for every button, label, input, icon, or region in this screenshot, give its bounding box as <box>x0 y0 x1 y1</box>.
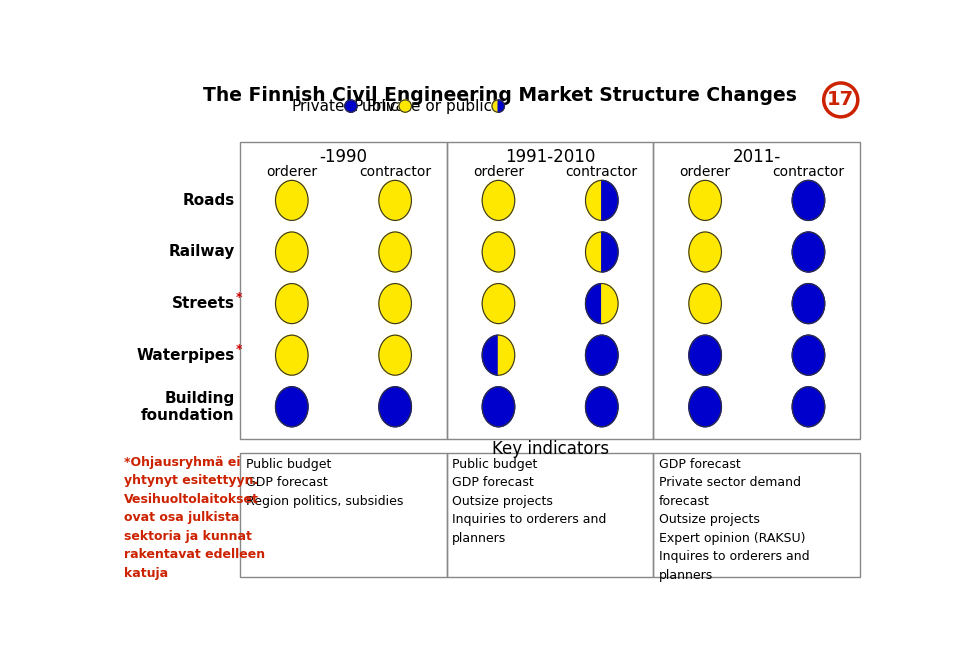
Polygon shape <box>586 180 602 221</box>
Ellipse shape <box>276 335 308 375</box>
Ellipse shape <box>345 100 357 112</box>
Ellipse shape <box>792 180 825 221</box>
Ellipse shape <box>689 283 721 324</box>
Ellipse shape <box>276 283 308 324</box>
Text: Public: Public <box>353 99 399 114</box>
Ellipse shape <box>689 232 721 272</box>
Text: *: * <box>236 291 243 304</box>
Bar <box>240 453 446 577</box>
Text: *: * <box>236 343 243 355</box>
Text: contractor: contractor <box>359 165 431 180</box>
Text: Railway: Railway <box>168 244 234 259</box>
Text: Public budget
GDP forecast
Outsize projects
Inquiries to orderers and
planners: Public budget GDP forecast Outsize proje… <box>452 458 607 545</box>
Ellipse shape <box>586 335 618 375</box>
Text: Key indicators: Key indicators <box>492 440 609 458</box>
Polygon shape <box>492 100 498 112</box>
Text: -1990: -1990 <box>320 148 368 167</box>
Ellipse shape <box>276 180 308 221</box>
Text: *Ohjausryhmä ei
yhtynyt esitettyyn.
Vesihuoltolaitokset
ovat osa julkista
sektor: *Ohjausryhmä ei yhtynyt esitettyyn. Vesi… <box>124 456 265 580</box>
Text: 1991-2010: 1991-2010 <box>505 148 595 167</box>
Ellipse shape <box>379 335 412 375</box>
Polygon shape <box>602 232 618 272</box>
Ellipse shape <box>689 387 721 427</box>
Text: Streets: Streets <box>172 296 234 311</box>
Text: orderer: orderer <box>680 165 731 180</box>
Ellipse shape <box>379 387 412 427</box>
Text: Building
foundation: Building foundation <box>141 390 234 423</box>
Ellipse shape <box>482 283 515 324</box>
Text: contractor: contractor <box>565 165 637 180</box>
Polygon shape <box>482 335 498 375</box>
Ellipse shape <box>399 100 412 112</box>
Ellipse shape <box>482 232 515 272</box>
Text: Private: Private <box>291 99 345 114</box>
Text: Public budget
GDP forecast
Region politics, subsidies: Public budget GDP forecast Region politi… <box>246 458 403 508</box>
Text: Roads: Roads <box>182 193 234 208</box>
Ellipse shape <box>689 180 721 221</box>
Text: GDP forecast
Private sector demand
forecast
Outsize projects
Expert opinion (RAK: GDP forecast Private sector demand forec… <box>659 458 809 582</box>
Ellipse shape <box>379 232 412 272</box>
Polygon shape <box>498 100 504 112</box>
Bar <box>446 453 654 577</box>
Bar <box>654 453 860 577</box>
Polygon shape <box>498 335 515 375</box>
Ellipse shape <box>482 387 515 427</box>
Text: The Finnish Civil Engineering Market Structure Changes: The Finnish Civil Engineering Market Str… <box>203 86 797 105</box>
Ellipse shape <box>586 387 618 427</box>
Ellipse shape <box>482 180 515 221</box>
Text: Waterpipes: Waterpipes <box>136 347 234 362</box>
Text: 17: 17 <box>828 90 854 110</box>
Bar <box>654 142 860 439</box>
Text: orderer: orderer <box>473 165 524 180</box>
Polygon shape <box>602 180 618 221</box>
Ellipse shape <box>689 335 721 375</box>
Polygon shape <box>586 283 602 324</box>
Ellipse shape <box>379 180 412 221</box>
Bar <box>240 142 446 439</box>
Ellipse shape <box>379 283 412 324</box>
Text: contractor: contractor <box>773 165 845 180</box>
Ellipse shape <box>276 387 308 427</box>
Polygon shape <box>586 232 602 272</box>
Ellipse shape <box>792 232 825 272</box>
Ellipse shape <box>276 232 308 272</box>
Ellipse shape <box>792 283 825 324</box>
Bar <box>446 142 654 439</box>
Text: 2011-: 2011- <box>732 148 780 167</box>
Text: orderer: orderer <box>266 165 318 180</box>
Ellipse shape <box>792 387 825 427</box>
Text: Private or public: Private or public <box>367 99 492 114</box>
Polygon shape <box>602 283 618 324</box>
Ellipse shape <box>792 335 825 375</box>
